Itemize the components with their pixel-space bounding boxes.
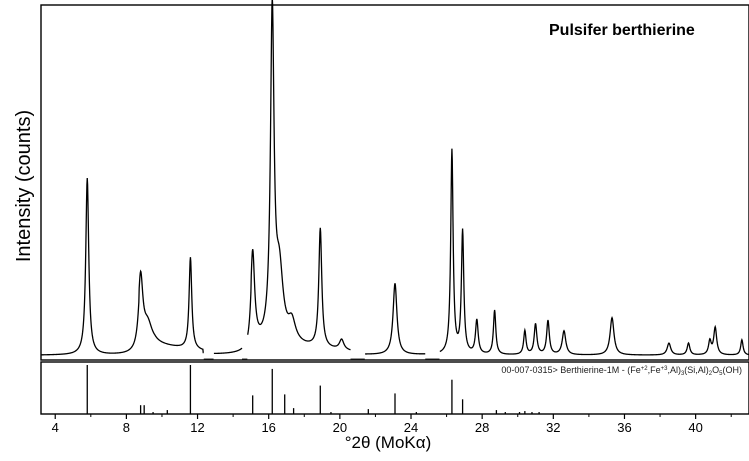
plot-frames — [40, 4, 749, 415]
xrd-pattern-line — [41, 0, 749, 356]
x-tick-label: 32 — [546, 420, 560, 435]
reference-pattern-label: 00-007-0315> Berthierine-1M - (Fe+2,Fe+3… — [501, 365, 742, 377]
x-tick-label: 12 — [190, 420, 204, 435]
x-tick-label: 36 — [617, 420, 631, 435]
x-axis-ticks: 4 8 12 16 20 24 28 32 36 40 — [52, 414, 732, 435]
x-axis-label: °2θ (MoKα) — [345, 433, 432, 452]
x-tick-label: 16 — [261, 420, 275, 435]
x-tick-label: 40 — [688, 420, 702, 435]
x-tick-label: 4 — [52, 420, 59, 435]
x-tick-label: 8 — [123, 420, 130, 435]
x-tick-label: 28 — [475, 420, 489, 435]
reference-lines — [86, 365, 540, 414]
x-tick-label: 24 — [404, 420, 418, 435]
y-axis-label: Intensity (counts) — [13, 110, 35, 262]
chart-title: Pulsifer berthierine — [549, 22, 695, 39]
x-tick-label: 20 — [333, 420, 347, 435]
main-plot-frame — [40, 4, 749, 361]
